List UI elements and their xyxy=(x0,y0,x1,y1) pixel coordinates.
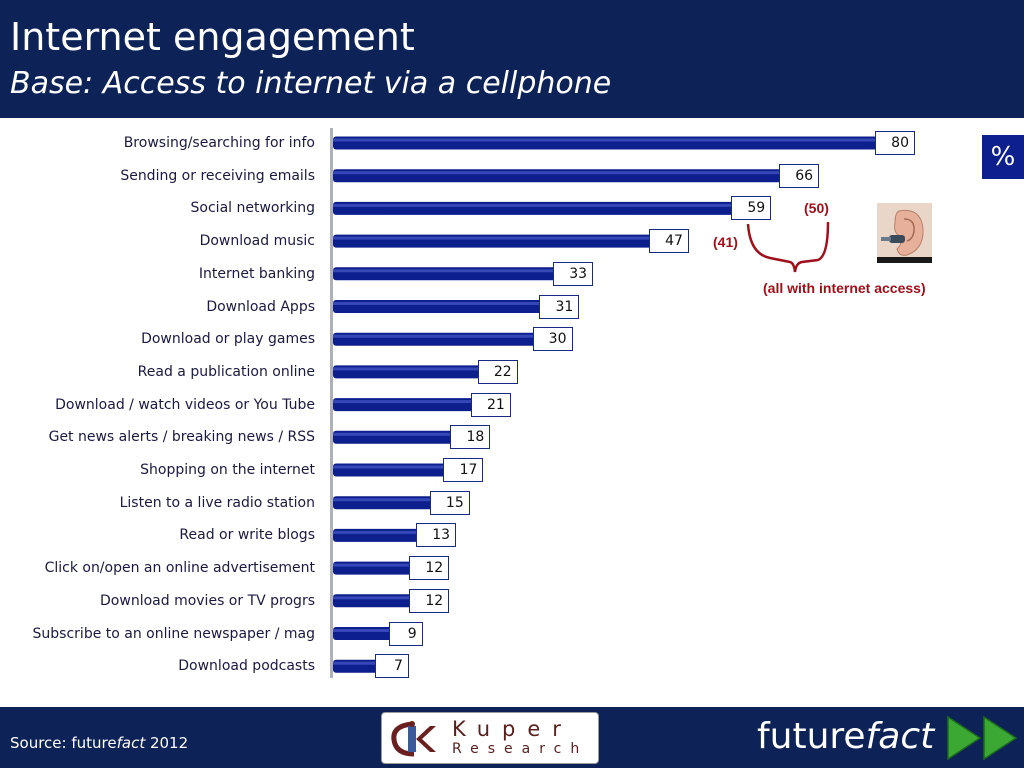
bar-16 xyxy=(333,659,381,673)
bar-highlight-6 xyxy=(333,334,539,338)
bar-4 xyxy=(333,267,560,281)
value-label-11: 15 xyxy=(429,490,470,515)
bar-highlight-9 xyxy=(333,432,457,436)
bar-13 xyxy=(333,561,416,575)
brand-part-2: fact xyxy=(865,716,935,757)
category-label-2: Social networking xyxy=(190,200,315,217)
bar-5 xyxy=(333,300,546,313)
bar-7 xyxy=(333,365,484,379)
category-label-4: Internet banking xyxy=(198,265,315,282)
bar-3 xyxy=(333,234,655,248)
bar-12 xyxy=(333,528,423,542)
value-label-10: 17 xyxy=(443,458,484,482)
value-label-15: 9 xyxy=(388,621,423,646)
logo-line-2: Research xyxy=(452,741,589,757)
value-label-1: 66 xyxy=(779,163,820,188)
category-label-3: Download music xyxy=(199,233,315,250)
bar-highlight-1 xyxy=(333,171,786,175)
slide-footer: Source: futurefact 2012 Kuper Research f… xyxy=(0,707,1024,768)
download-music-total-annotation: (41) xyxy=(713,234,738,250)
category-label-13: Click on/open an online advertisement xyxy=(44,560,315,577)
bar-6 xyxy=(333,332,539,346)
value-label-3: 47 xyxy=(648,229,689,254)
value-label-0: 80 xyxy=(875,131,915,155)
source-italic: fact xyxy=(116,734,146,752)
bar-highlight-7 xyxy=(333,367,484,371)
category-label-14: Download movies or TV progrs xyxy=(100,592,315,609)
all-internet-access-note: (all with internet access) xyxy=(763,280,926,296)
brand-part-1: future xyxy=(757,716,866,757)
curly-brace-icon xyxy=(746,221,830,273)
category-label-8: Download / watch videos or You Tube xyxy=(55,396,315,413)
category-label-5: Download Apps xyxy=(206,298,315,315)
bar-1 xyxy=(333,169,786,183)
bar-highlight-12 xyxy=(333,530,423,534)
value-label-13: 12 xyxy=(409,556,450,581)
kuper-k-logo-icon xyxy=(391,721,436,757)
category-label-10: Shopping on the internet xyxy=(140,462,315,478)
bar-14 xyxy=(333,594,416,608)
category-label-11: Listen to a live radio station xyxy=(119,494,315,511)
slide-title: Internet engagement xyxy=(10,15,415,59)
bar-8 xyxy=(333,398,477,412)
value-label-2: 59 xyxy=(731,196,772,221)
bar-chart: Browsing/searching for info 80 Sending or … xyxy=(0,118,1024,707)
value-label-4: 33 xyxy=(553,261,594,286)
category-label-0: Browsing/searching for info xyxy=(123,135,315,151)
bar-10 xyxy=(333,463,450,477)
bar-highlight-8 xyxy=(333,400,477,404)
bar-9 xyxy=(333,430,457,444)
source-note: Source: futurefact 2012 xyxy=(10,734,188,752)
futurefact-brand: futurefact xyxy=(757,717,934,757)
bar-highlight-0 xyxy=(333,138,881,142)
bar-highlight-10 xyxy=(333,465,450,469)
bar-highlight-13 xyxy=(333,563,416,567)
y-axis-line xyxy=(330,128,333,678)
value-label-6: 30 xyxy=(532,327,573,352)
slide-header: Internet engagement Base: Access to inte… xyxy=(0,0,1024,118)
social-networking-total-annotation: (50) xyxy=(804,200,829,216)
bar-highlight-16 xyxy=(333,661,381,665)
slide-subtitle: Base: Access to internet via a cellphone xyxy=(10,66,612,101)
value-label-14: 12 xyxy=(409,588,450,613)
green-arrows-icon xyxy=(947,715,1018,761)
category-label-9: Get news alerts / breaking news / RSS xyxy=(48,429,315,446)
value-label-12: 13 xyxy=(416,523,457,548)
category-label-7: Read a publication online xyxy=(137,363,315,380)
bar-highlight-5 xyxy=(333,302,546,305)
source-prefix: Source: future xyxy=(10,734,117,752)
bar-0 xyxy=(333,136,881,150)
bar-2 xyxy=(333,201,738,215)
percent-unit-badge: % xyxy=(982,135,1024,179)
category-label-1: Sending or receiving emails xyxy=(120,167,315,184)
value-label-7: 22 xyxy=(477,359,518,384)
value-label-9: 18 xyxy=(450,425,491,450)
bar-chart-canvas xyxy=(330,128,881,678)
ear-headset-icon xyxy=(877,203,932,263)
bar-highlight-2 xyxy=(333,203,738,207)
bar-15 xyxy=(333,627,395,640)
bar-11 xyxy=(333,496,436,510)
value-label-8: 21 xyxy=(470,392,511,417)
source-suffix: 2012 xyxy=(145,734,189,752)
category-label-15: Subscribe to an online newspaper / mag xyxy=(32,625,315,642)
value-label-5: 31 xyxy=(539,294,580,319)
bar-highlight-14 xyxy=(333,596,416,600)
category-label-6: Download or play games xyxy=(141,331,315,348)
kuper-research-logo: Kuper Research xyxy=(381,712,599,764)
bar-highlight-3 xyxy=(333,236,655,240)
bar-highlight-11 xyxy=(333,498,436,502)
category-label-12: Read or write blogs xyxy=(179,527,315,544)
value-label-16: 7 xyxy=(374,654,409,679)
bar-highlight-15 xyxy=(333,629,395,632)
bar-highlight-4 xyxy=(333,269,560,273)
logo-line-1: Kuper xyxy=(452,717,573,741)
category-label-16: Download podcasts xyxy=(178,658,315,675)
